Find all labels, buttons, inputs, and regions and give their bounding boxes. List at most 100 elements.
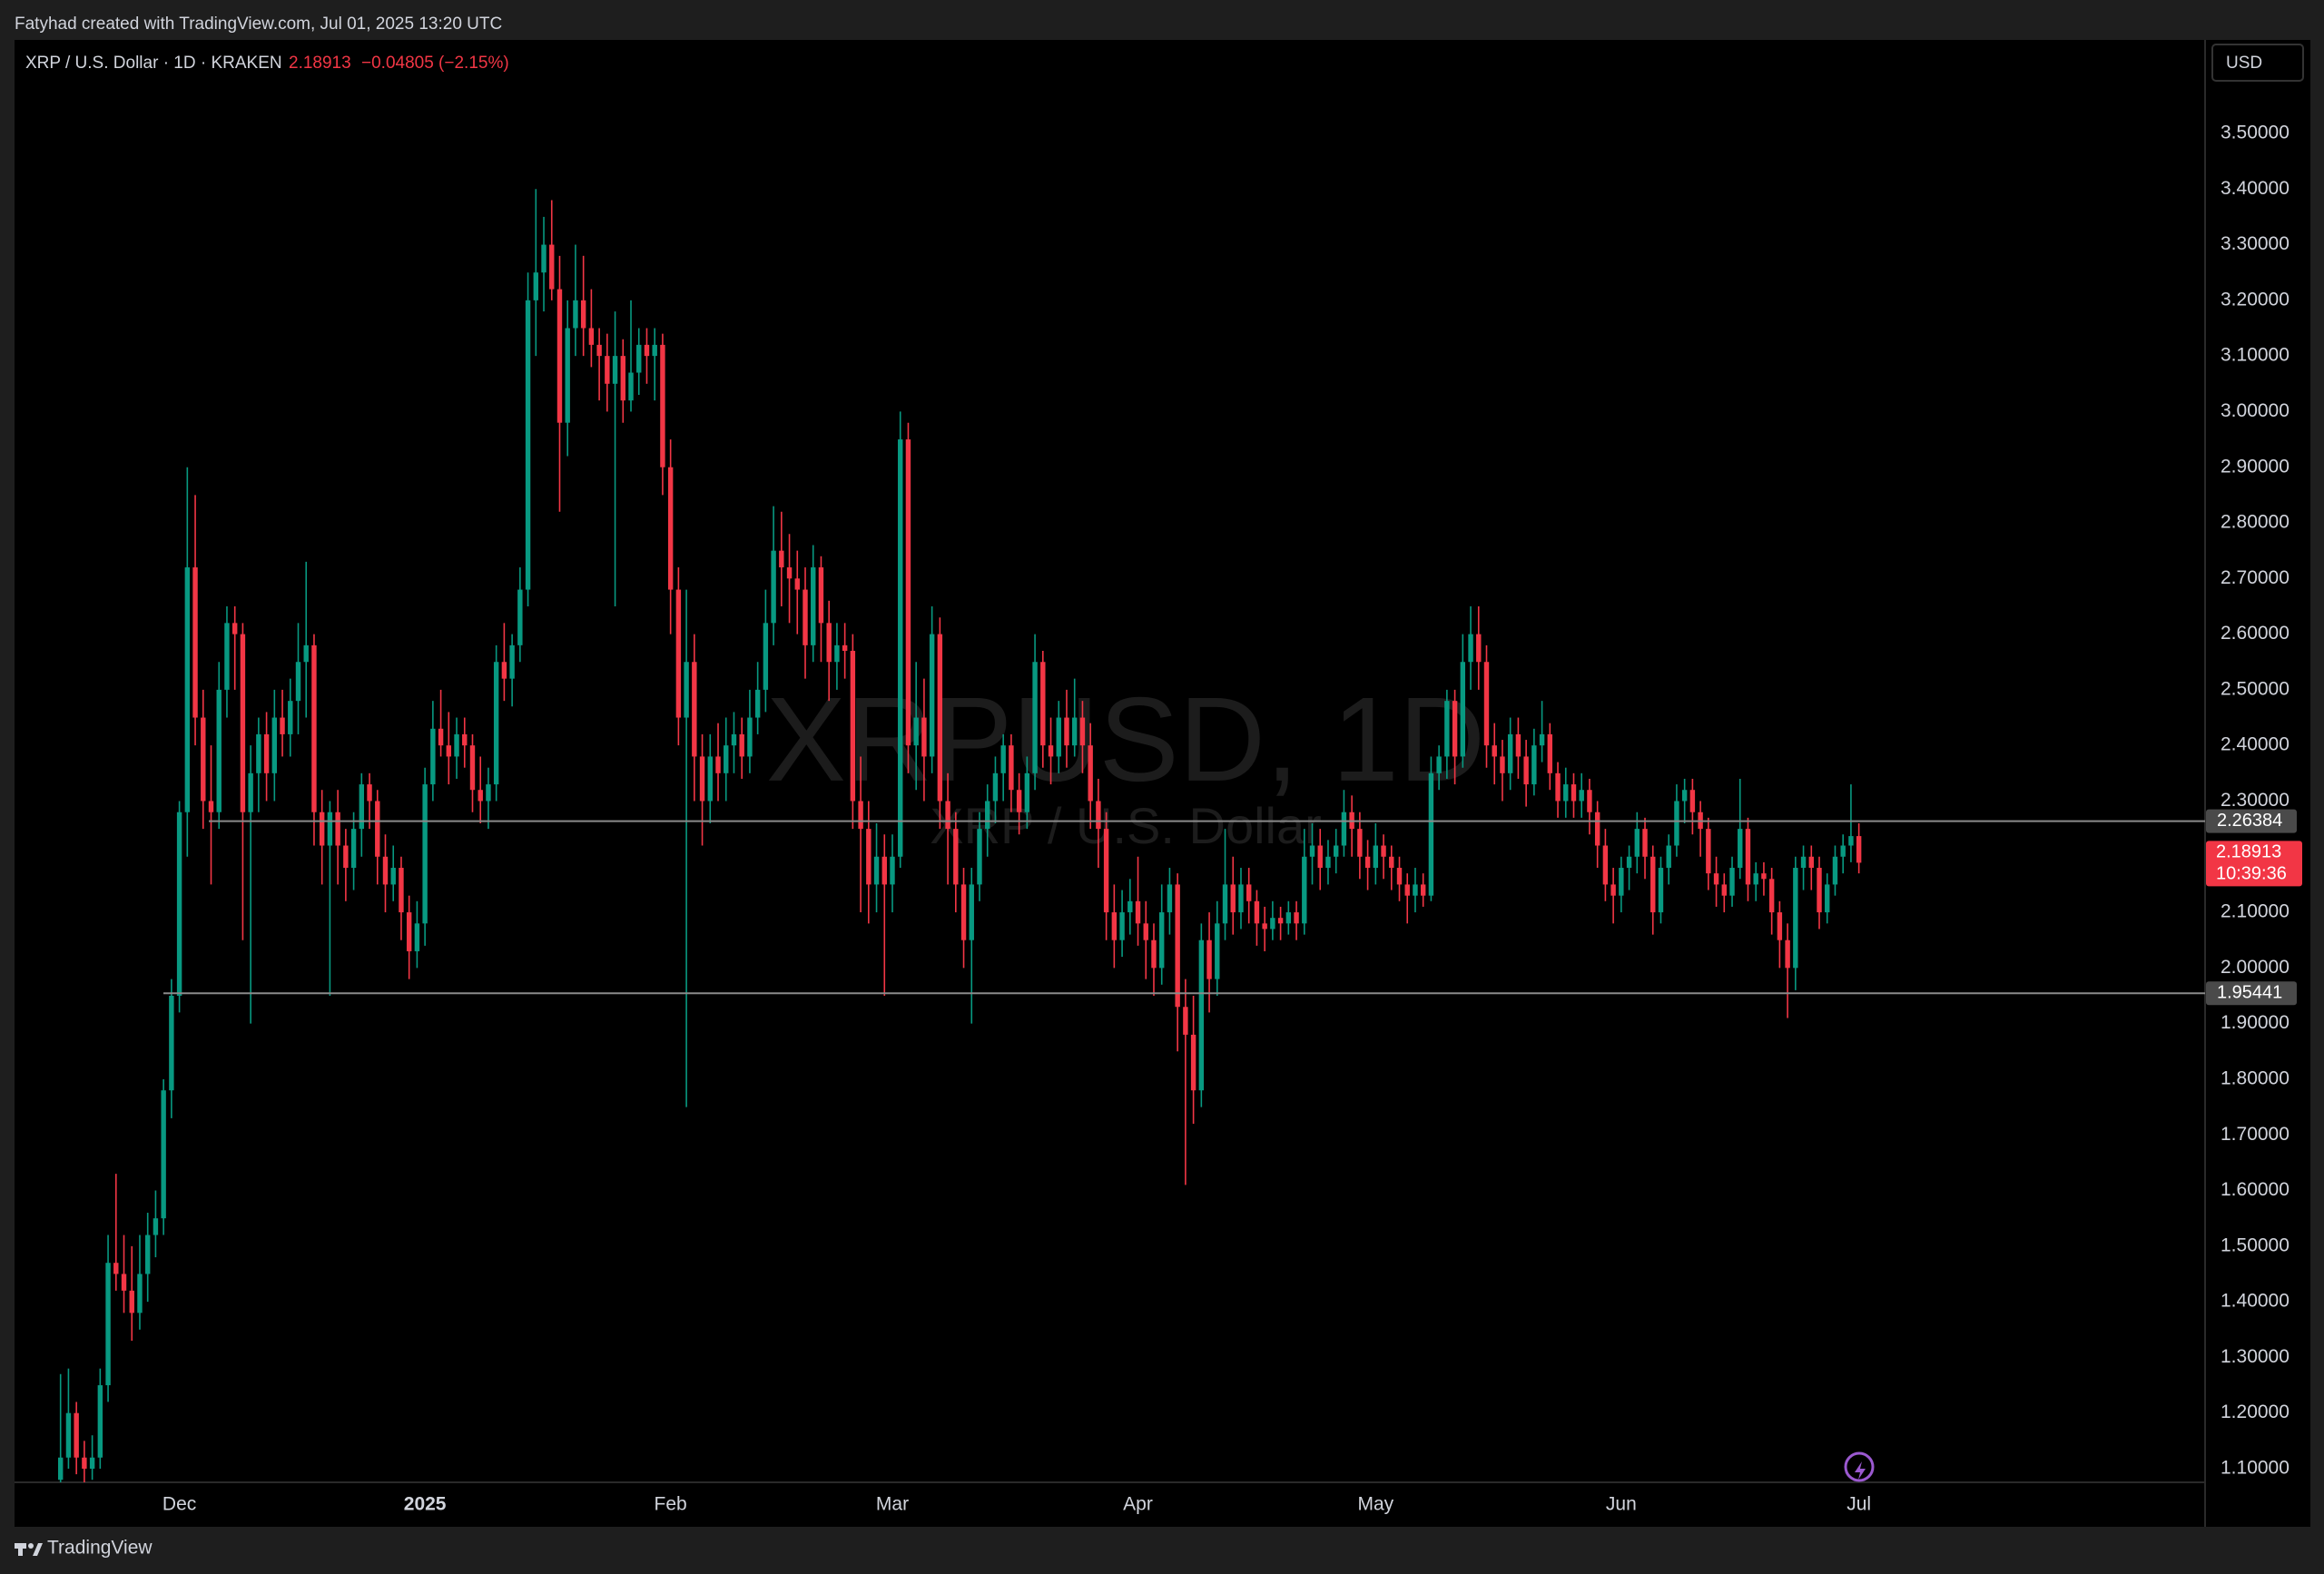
candle-body bbox=[184, 567, 191, 812]
candle-body bbox=[1848, 836, 1854, 846]
candle-body bbox=[1476, 634, 1482, 663]
candle-body bbox=[1460, 662, 1466, 757]
logo-slash[interactable] bbox=[33, 1543, 43, 1556]
candle-body bbox=[937, 634, 943, 802]
currency-button[interactable] bbox=[2211, 44, 2304, 82]
candle-body bbox=[1167, 884, 1173, 913]
y-tick-label: 2.10000 bbox=[2221, 901, 2290, 922]
y-tick-label: 1.50000 bbox=[2221, 1235, 2290, 1255]
candle-body bbox=[1444, 701, 1450, 757]
candle-body bbox=[288, 701, 293, 734]
candle-body bbox=[231, 623, 238, 635]
candle-body bbox=[350, 829, 357, 869]
candle-body bbox=[1515, 733, 1521, 757]
candle-body bbox=[818, 567, 824, 624]
x-tick-label: Mar bbox=[876, 1494, 909, 1515]
candle-body bbox=[327, 812, 333, 846]
candle-body bbox=[1413, 884, 1418, 896]
candle-body bbox=[1135, 900, 1141, 924]
candle-body bbox=[644, 344, 650, 357]
candle-body bbox=[1626, 856, 1632, 869]
candle-body bbox=[1681, 790, 1688, 802]
candle-body bbox=[842, 644, 848, 651]
y-tick-label: 1.10000 bbox=[2221, 1458, 2290, 1479]
candle-body bbox=[1650, 856, 1656, 913]
candle-body bbox=[1468, 634, 1473, 663]
candle-body bbox=[731, 733, 737, 746]
candle-body bbox=[1761, 873, 1767, 880]
y-tick-label: 1.60000 bbox=[2221, 1179, 2290, 1200]
candle-body bbox=[692, 662, 697, 757]
candle-body bbox=[1531, 745, 1537, 785]
candle-body bbox=[1800, 856, 1807, 869]
candle-body bbox=[565, 328, 570, 423]
candle-body bbox=[985, 801, 990, 830]
candle-body bbox=[216, 689, 222, 812]
candle-body bbox=[1587, 790, 1592, 812]
candle-body bbox=[201, 717, 206, 802]
candle-body bbox=[82, 1457, 87, 1469]
candle-body bbox=[1713, 873, 1719, 885]
level-label: 1.95441 bbox=[2217, 983, 2282, 1003]
footer-brand[interactable]: TradingView bbox=[47, 1538, 153, 1559]
candle-body bbox=[1745, 829, 1751, 885]
y-tick-label: 2.30000 bbox=[2221, 790, 2290, 811]
level-label: 2.26384 bbox=[2217, 811, 2282, 831]
candle-body bbox=[1277, 918, 1284, 924]
candle-body bbox=[754, 689, 761, 718]
candle-body bbox=[414, 923, 420, 951]
candle-body bbox=[105, 1263, 111, 1386]
candle-body bbox=[652, 344, 657, 357]
candle-body bbox=[881, 856, 887, 885]
legend-change: −0.04805 (−2.15%) bbox=[361, 54, 509, 73]
y-tick-label: 1.30000 bbox=[2221, 1346, 2290, 1367]
ai-icon-ring[interactable] bbox=[1844, 1451, 1875, 1482]
candle-body bbox=[803, 589, 808, 645]
candle-body bbox=[430, 728, 436, 785]
candle-body bbox=[1856, 836, 1862, 863]
x-tick-label: Apr bbox=[1123, 1494, 1153, 1515]
candle-body bbox=[921, 717, 927, 757]
candle-body bbox=[1507, 733, 1513, 773]
candle-body bbox=[1128, 900, 1133, 913]
y-tick-label: 2.60000 bbox=[2221, 623, 2290, 644]
ai-icon-bolt[interactable] bbox=[1855, 1461, 1866, 1480]
candle-body bbox=[1619, 868, 1624, 896]
candle-body bbox=[1040, 662, 1046, 746]
candle-body bbox=[1832, 856, 1838, 885]
candle-body bbox=[707, 756, 713, 802]
candle-body bbox=[517, 589, 523, 645]
candle-body bbox=[1674, 801, 1679, 846]
logo-dot[interactable] bbox=[28, 1543, 34, 1549]
candle-body bbox=[1056, 717, 1061, 757]
footer-logo[interactable] bbox=[15, 1543, 43, 1556]
candle-body bbox=[533, 272, 539, 300]
candle-body bbox=[57, 1457, 64, 1481]
candle-body bbox=[605, 356, 610, 384]
ai-icon[interactable] bbox=[1844, 1451, 1875, 1482]
candle-body bbox=[454, 733, 459, 757]
candle-body bbox=[1396, 868, 1403, 885]
y-tick-label: 2.50000 bbox=[2221, 678, 2290, 699]
candle-body bbox=[469, 745, 476, 791]
candle-body bbox=[1594, 812, 1600, 846]
candle-body bbox=[1793, 868, 1798, 969]
candle-body bbox=[1689, 790, 1696, 812]
candle-body bbox=[161, 1090, 166, 1219]
x-tick-label: Dec bbox=[162, 1494, 196, 1515]
currency-label[interactable]: USD bbox=[2226, 54, 2262, 73]
logo-stem[interactable] bbox=[18, 1543, 23, 1556]
candle-body bbox=[628, 372, 634, 401]
candle-body bbox=[438, 728, 444, 746]
candle-body bbox=[129, 1290, 134, 1313]
candle-body bbox=[1325, 856, 1331, 869]
candle-body bbox=[382, 856, 389, 885]
candle-body bbox=[1333, 845, 1339, 857]
y-tick-label: 2.00000 bbox=[2221, 957, 2290, 978]
candle-body bbox=[1381, 845, 1386, 857]
candle-body bbox=[1048, 745, 1054, 757]
candle-body bbox=[1158, 912, 1165, 969]
candle-body bbox=[1373, 845, 1379, 869]
candle-body bbox=[375, 801, 380, 857]
candle-body bbox=[1404, 884, 1410, 896]
